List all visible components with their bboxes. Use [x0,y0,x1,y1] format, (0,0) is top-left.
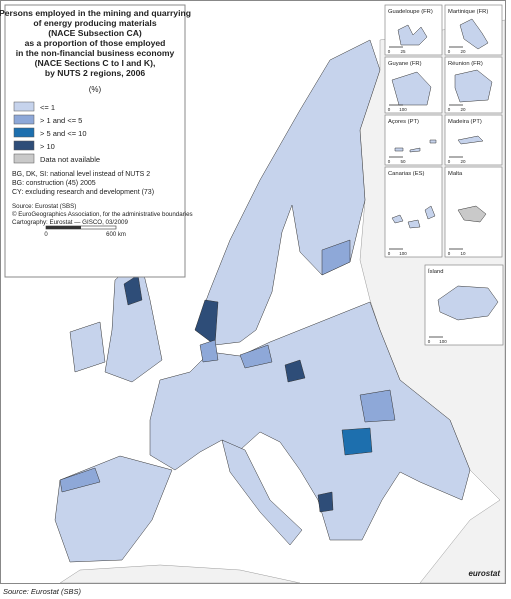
inset-title: Madeira (PT) [448,119,482,125]
inset-land [394,139,437,153]
legend-swatch [13,114,35,125]
legend-label: Data not available [40,155,100,164]
inset-scale-label: 50 [400,159,406,164]
eurostat-logo: eurostat [468,569,500,578]
region [317,491,334,513]
region [359,389,396,423]
legend-label: <= 1 [40,103,55,112]
title-line: of energy producing materials [33,18,156,28]
inset-land [454,69,493,103]
inset-scale-label: 0 [428,339,431,344]
legend-swatch [13,140,35,151]
inset-scale-label: 0 [388,159,391,164]
inset-title: Guyane (FR) [388,61,422,67]
inset-title: Ísland [428,268,443,275]
title-line: Persons employed in the mining and quarr… [0,8,191,18]
inset-scale-label: 0 [448,251,451,256]
inset-scale-label: 100 [439,339,447,344]
title-line: in the non-financial business economy [16,48,175,58]
region [321,239,351,276]
legend-label: > 5 and <= 10 [40,129,87,138]
inset-scale-label: 20 [460,159,466,164]
title-line: as a proportion of those employed [25,38,166,48]
legend-label: > 1 and <= 5 [40,116,82,125]
inset-title: Réunion (FR) [448,61,483,67]
inset-scale-label: 100 [399,251,407,256]
legend-panel [4,4,186,278]
inset-scale-label: 0 [448,159,451,164]
inset-scale-label: 0 [388,49,391,54]
inset-title: Martinique (FR) [448,9,488,15]
north-africa [59,564,301,584]
legend-swatch [13,101,35,112]
legend-swatch [13,153,35,164]
title-line: by NUTS 2 regions, 2006 [45,68,146,78]
unit-label: (%) [89,85,102,94]
legend-label: > 10 [40,142,55,151]
inset-land [391,205,436,229]
inset-scale-label: 0 [388,251,391,256]
inset-title: Canarias (ES) [388,171,424,177]
title-line: (NACE Subsection CA) [48,28,142,38]
scale-start: 0 [44,232,48,238]
inset-title: Guadeloupe (FR) [388,9,433,15]
region [199,339,219,363]
inset-scale-label: 20 [460,107,466,112]
italy [221,439,303,546]
source-line: Source: Eurostat (SBS) [12,203,76,210]
inset-land [459,18,489,50]
inset-scale-label: 100 [399,107,407,112]
region [59,467,101,493]
region [341,427,373,456]
legend-swatch [13,127,35,138]
inset-land [397,24,428,46]
note: BG, DK, SI: national level instead of NU… [12,171,150,178]
scale-end: 600 km [106,232,126,238]
dynamic-layer: Persons employed in the mining and quarr… [0,4,504,596]
note: CY: excluding research and development (… [12,189,154,196]
inset-title: Malta [448,171,463,177]
inset-scale-label: 25 [400,49,406,54]
source-line: Cartography: Eurostat — GISCO, 03/2009 [12,219,128,226]
inset-land [437,285,499,321]
inset-land [457,205,487,223]
note: BG: construction (45) 2005 [12,180,96,187]
region [194,299,219,346]
inset-title: Açores (PT) [388,119,419,125]
scale-bar-fill [46,226,81,229]
ireland [69,321,106,373]
title-line: (NACE Sections C to I and K), [35,58,156,68]
footer-source: Source: Eurostat (SBS) [3,587,81,596]
region [123,274,143,306]
inset-scale-label: 0 [448,107,451,112]
inset-scale-label: 10 [460,251,466,256]
inset-scale-label: 20 [460,49,466,54]
inset-scale-label: 0 [388,107,391,112]
inset-land [457,135,484,145]
region [239,344,273,369]
region [284,359,306,383]
source-line: © EuroGeographics Association, for the a… [12,211,193,218]
inset-scale-label: 0 [448,49,451,54]
inset-land [391,71,432,106]
